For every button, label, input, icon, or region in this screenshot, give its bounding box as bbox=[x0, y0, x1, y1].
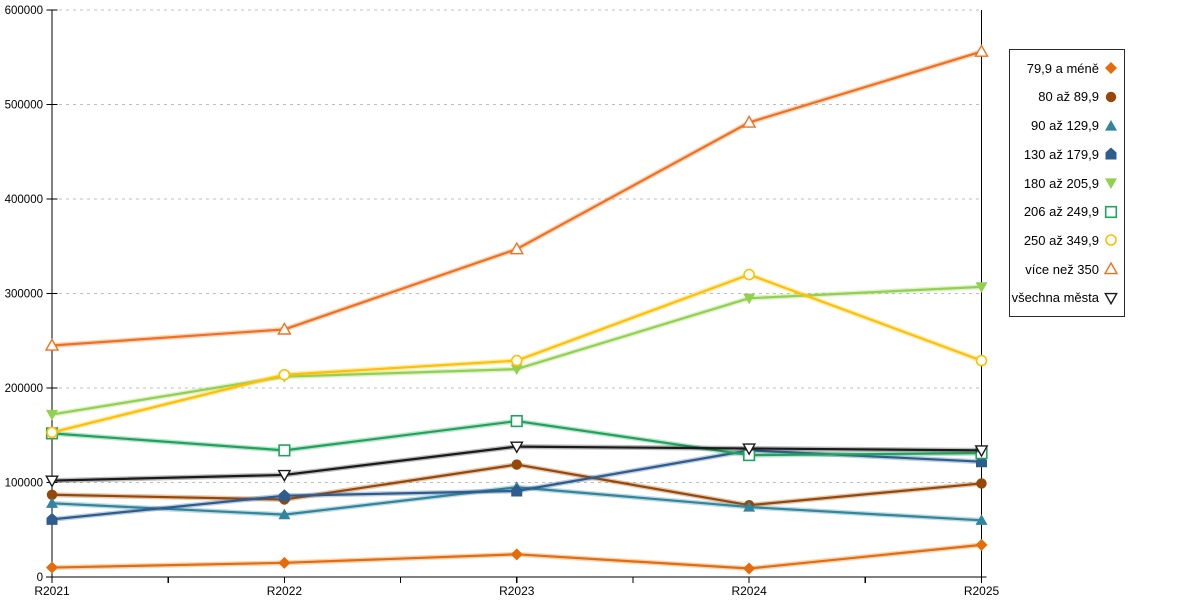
y-axis-tick-label: 300000 bbox=[5, 289, 43, 301]
pentagon-legend-marker-icon bbox=[1105, 147, 1117, 160]
y-axis-tick-label: 500000 bbox=[5, 100, 43, 112]
series-diamond bbox=[46, 538, 988, 575]
triangle-up-open-legend-marker-icon bbox=[1103, 261, 1119, 275]
x-axis-tick-label: R2024 bbox=[731, 584, 767, 598]
triangle-up-legend-marker-icon bbox=[1105, 119, 1117, 131]
circle-open-legend-marker-icon bbox=[1105, 234, 1117, 247]
triangle-down-open-legend-marker-icon bbox=[1104, 292, 1118, 305]
legend-item: 250 až 349,9 bbox=[1012, 226, 1120, 255]
legend-item: 80 až 89,9 bbox=[1012, 83, 1120, 112]
circle-legend-marker-icon bbox=[1105, 91, 1117, 103]
legend-item: 206 až 249,9 bbox=[1012, 197, 1120, 226]
legend-item: 180 až 205,9 bbox=[1012, 169, 1120, 198]
y-axis-tick-label: 200000 bbox=[5, 383, 43, 395]
x-axis-tick-label: R2021 bbox=[34, 584, 70, 598]
series-triangle-up-open bbox=[44, 44, 989, 351]
y-axis-tick-label: 0 bbox=[37, 572, 43, 584]
legend-item-label: všechna města bbox=[1011, 290, 1099, 306]
y-axis-tick-label: 100000 bbox=[5, 478, 43, 490]
legend-item: 130 až 179,9 bbox=[1012, 140, 1120, 169]
legend-item-label: 180 až 205,9 bbox=[1023, 175, 1099, 191]
legend-item-label: více než 350 bbox=[1025, 261, 1099, 277]
legend-item: 79,9 a méně bbox=[1012, 54, 1120, 83]
legend-item-label: 80 až 89,9 bbox=[1038, 89, 1099, 105]
y-axis-tick-label: 400000 bbox=[5, 194, 43, 206]
series-circle-open bbox=[46, 268, 988, 439]
y-axis-tick-label: 600000 bbox=[5, 5, 43, 17]
x-axis-tick-label: R2023 bbox=[499, 584, 535, 598]
legend-item-label: 206 až 249,9 bbox=[1023, 204, 1099, 220]
diamond-legend-marker-icon bbox=[1105, 62, 1117, 75]
legend-item-label: 130 až 179,9 bbox=[1023, 146, 1099, 162]
x-axis-tick-label: R2025 bbox=[964, 584, 1000, 598]
legend-item-label: 250 až 349,9 bbox=[1023, 232, 1099, 248]
legend-item-label: 90 až 129,9 bbox=[1031, 118, 1099, 134]
series-triangle-down-open bbox=[45, 441, 989, 488]
x-axis-tick-label: R2022 bbox=[267, 584, 303, 598]
legend-item: více než 350 bbox=[1012, 255, 1120, 284]
legend-item-label: 79,9 a méně bbox=[1026, 60, 1099, 76]
chart-legend: 79,9 a méně 80 až 89,9 90 až 129,9 130 až 1… bbox=[1009, 49, 1125, 317]
legend-item: všechna města bbox=[1012, 283, 1120, 312]
legend-item: 90 až 129,9 bbox=[1012, 111, 1120, 140]
square-open-legend-marker-icon bbox=[1104, 205, 1118, 218]
triangle-down-legend-marker-icon bbox=[1105, 178, 1117, 189]
